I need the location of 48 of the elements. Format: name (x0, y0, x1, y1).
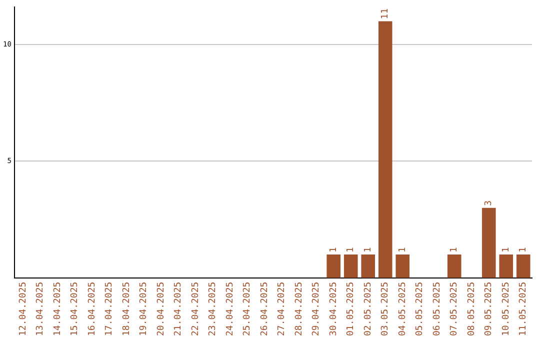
x-tick-label: 06.05.2025 (432, 282, 442, 336)
x-tick-label: 03.05.2025 (380, 282, 391, 336)
x-tick-label: 19.04.2025 (139, 282, 150, 336)
bar (326, 254, 340, 278)
x-tick-label: 04.05.2025 (398, 282, 408, 336)
data-label: 1 (346, 247, 356, 252)
x-tick-label: 21.04.2025 (174, 282, 184, 336)
data-label: 1 (398, 247, 408, 252)
x-tick-label: 10.05.2025 (501, 282, 512, 336)
x-tick-label: 29.04.2025 (312, 282, 322, 336)
x-tick-label: 02.05.2025 (363, 282, 374, 336)
bar (344, 254, 358, 278)
x-tick-label: 12.04.2025 (18, 282, 28, 336)
x-tick-label: 17.04.2025 (104, 282, 115, 336)
x-tick-label: 20.04.2025 (156, 282, 166, 336)
bar (516, 254, 530, 278)
x-tick-label: 30.04.2025 (328, 282, 339, 336)
x-tick-label: 05.05.2025 (415, 282, 426, 336)
x-tick-label: 08.05.2025 (466, 282, 477, 336)
bar (361, 254, 376, 278)
bar (447, 254, 462, 278)
bar (482, 208, 496, 278)
bar (396, 254, 410, 278)
x-tick-label: 25.04.2025 (242, 282, 253, 336)
bar (378, 21, 392, 278)
x-tick-label: 11.05.2025 (518, 282, 529, 336)
x-tick-label: 01.05.2025 (346, 282, 356, 336)
data-label: 11 (380, 8, 391, 20)
data-label: 1 (450, 247, 460, 252)
x-tick-label: 22.04.2025 (190, 282, 201, 336)
bar (499, 254, 514, 278)
x-tick-label: 18.04.2025 (122, 282, 132, 336)
x-tick-label: 13.04.2025 (36, 282, 46, 336)
x-tick-label: 23.04.2025 (208, 282, 218, 336)
x-tick-label: 07.05.2025 (450, 282, 460, 336)
data-label: 1 (363, 247, 374, 252)
data-label: 1 (328, 247, 339, 252)
x-tick-label: 15.04.2025 (70, 282, 80, 336)
x-tick-label: 26.04.2025 (260, 282, 270, 336)
x-tick-label: 24.04.2025 (225, 282, 236, 336)
x-tick-label: 16.04.2025 (87, 282, 98, 336)
data-label: 1 (501, 247, 512, 252)
x-tick-label: 09.05.2025 (484, 282, 494, 336)
x-tick-label: 27.04.2025 (277, 282, 288, 336)
x-tick-label: 28.04.2025 (294, 282, 304, 336)
data-label: 1 (518, 247, 529, 252)
data-label: 3 (484, 200, 494, 206)
x-tick-label: 14.04.2025 (52, 282, 63, 336)
